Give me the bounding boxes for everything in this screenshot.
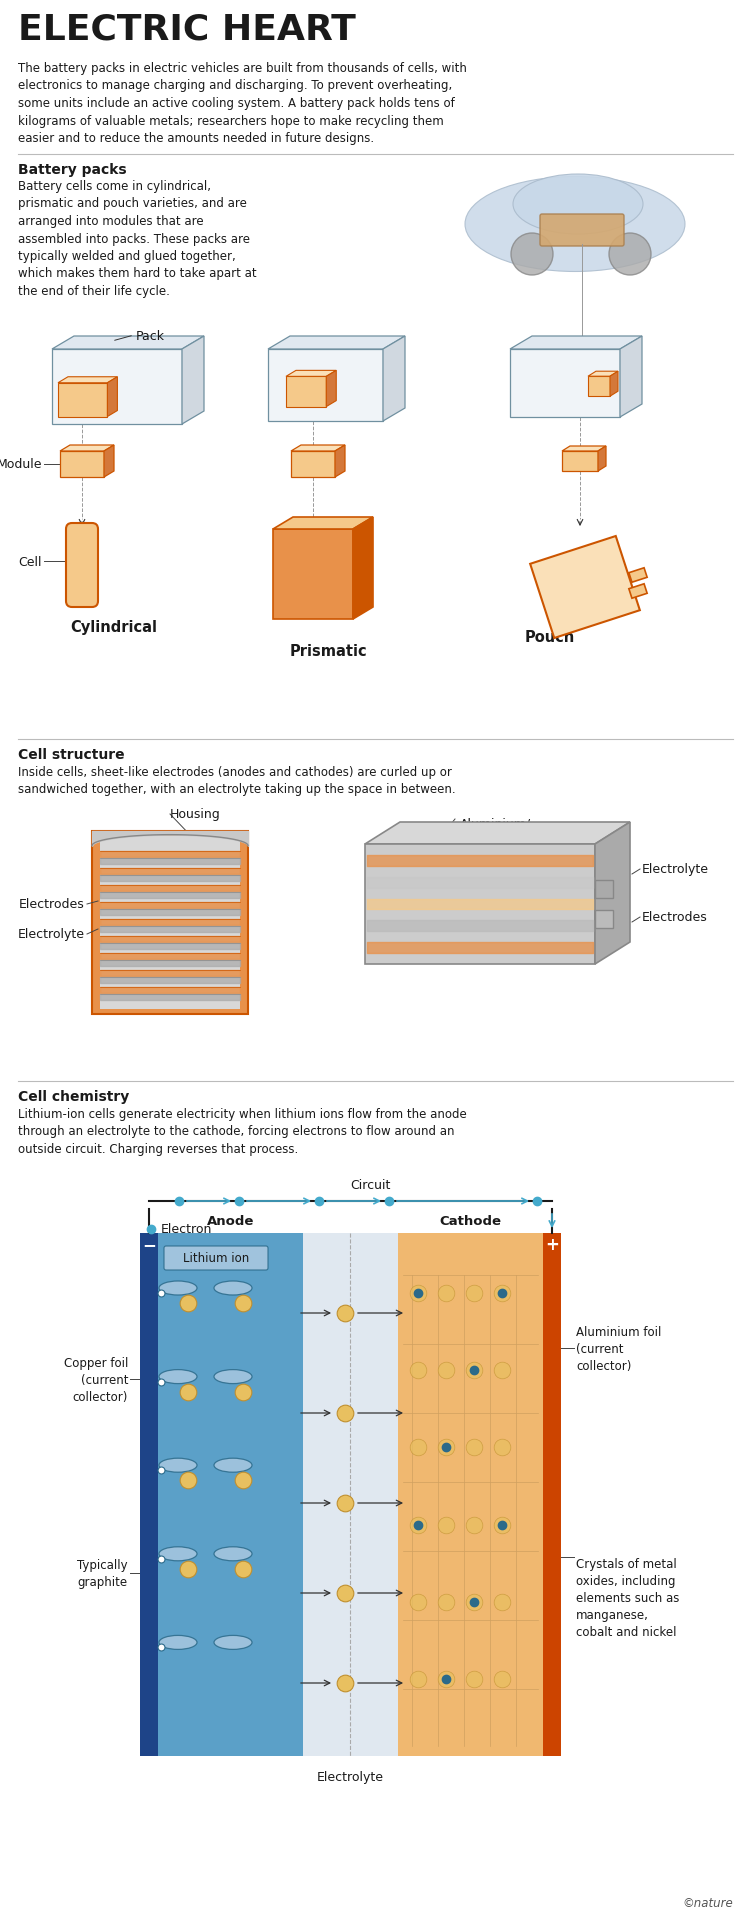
Polygon shape <box>365 844 595 965</box>
Text: Battery packs: Battery packs <box>18 163 127 177</box>
Ellipse shape <box>159 1636 197 1650</box>
Text: Electrodes: Electrodes <box>20 898 85 912</box>
Ellipse shape <box>159 1546 197 1561</box>
Text: Inside cells, sheet-like electrodes (anodes and cathodes) are curled up or
sandw: Inside cells, sheet-like electrodes (ano… <box>18 765 456 796</box>
Text: Pack: Pack <box>136 329 165 342</box>
Polygon shape <box>268 337 405 350</box>
Polygon shape <box>60 452 104 477</box>
Ellipse shape <box>214 1281 252 1296</box>
Polygon shape <box>510 350 620 417</box>
Polygon shape <box>620 337 642 417</box>
Text: +: + <box>545 1235 559 1254</box>
Polygon shape <box>107 377 117 417</box>
Polygon shape <box>595 881 613 898</box>
Ellipse shape <box>214 1636 252 1650</box>
Polygon shape <box>629 569 647 583</box>
Ellipse shape <box>159 1458 197 1473</box>
Polygon shape <box>595 910 613 929</box>
Text: Copper foil
(current
collector): Copper foil (current collector) <box>64 1356 128 1404</box>
Polygon shape <box>530 537 640 638</box>
Bar <box>543 1233 561 1756</box>
Ellipse shape <box>159 1369 197 1385</box>
Polygon shape <box>595 823 630 965</box>
Ellipse shape <box>513 175 643 235</box>
Bar <box>158 1233 303 1756</box>
Text: Battery cells come in cylindrical,
prismatic and pouch varieties, and are
arrang: Battery cells come in cylindrical, prism… <box>18 181 257 298</box>
Polygon shape <box>268 350 383 421</box>
Ellipse shape <box>465 177 685 273</box>
Bar <box>303 1233 398 1756</box>
Text: −: − <box>142 1235 156 1254</box>
Text: ELECTRIC HEART: ELECTRIC HEART <box>18 12 356 46</box>
Text: Electron: Electron <box>161 1223 213 1236</box>
Text: Cathode: Cathode <box>439 1213 502 1227</box>
Polygon shape <box>510 337 642 350</box>
Text: Lithium-ion cells generate electricity when lithium ions flow from the anode
thr: Lithium-ion cells generate electricity w… <box>18 1108 467 1156</box>
Ellipse shape <box>214 1369 252 1385</box>
Polygon shape <box>383 337 405 421</box>
Polygon shape <box>58 377 117 383</box>
Ellipse shape <box>214 1546 252 1561</box>
Text: Electrolyte: Electrolyte <box>18 929 85 940</box>
Polygon shape <box>629 585 647 598</box>
Text: Prismatic: Prismatic <box>290 644 368 660</box>
Text: Pouch: Pouch <box>525 629 575 644</box>
Text: Electrodes: Electrodes <box>642 912 707 925</box>
FancyBboxPatch shape <box>66 523 98 608</box>
Text: Lithium ion: Lithium ion <box>183 1252 249 1265</box>
Polygon shape <box>335 446 345 477</box>
Polygon shape <box>60 446 114 452</box>
Polygon shape <box>326 371 336 408</box>
Text: Crystals of metal
oxides, including
elements such as
manganese,
cobalt and nicke: Crystals of metal oxides, including elem… <box>576 1558 680 1638</box>
Bar <box>140 1233 158 1756</box>
Polygon shape <box>291 452 335 477</box>
Polygon shape <box>562 446 606 452</box>
Ellipse shape <box>159 1281 197 1296</box>
Text: Cell: Cell <box>19 556 42 569</box>
Text: Cell chemistry: Cell chemistry <box>18 1090 129 1104</box>
Ellipse shape <box>609 235 651 275</box>
Text: The battery packs in electric vehicles are built from thousands of cells, with
e: The battery packs in electric vehicles a… <box>18 62 467 144</box>
Polygon shape <box>286 377 326 408</box>
FancyBboxPatch shape <box>540 215 624 246</box>
FancyBboxPatch shape <box>100 837 240 1010</box>
Polygon shape <box>182 337 204 425</box>
Text: Aluminium foil
(current
collector): Aluminium foil (current collector) <box>576 1325 662 1371</box>
Text: Circuit: Circuit <box>350 1179 391 1192</box>
Text: Cylindrical: Cylindrical <box>70 619 157 635</box>
Text: Cell structure: Cell structure <box>18 748 125 762</box>
Polygon shape <box>588 371 618 377</box>
Polygon shape <box>273 529 353 619</box>
Bar <box>398 1233 543 1756</box>
Text: Electrolyte: Electrolyte <box>317 1769 384 1783</box>
Polygon shape <box>58 383 107 417</box>
Text: Anode: Anode <box>207 1213 254 1227</box>
Polygon shape <box>52 350 182 425</box>
Bar <box>543 1233 561 1256</box>
Polygon shape <box>52 337 204 350</box>
Polygon shape <box>104 446 114 477</box>
Text: Module: Module <box>0 458 42 471</box>
Polygon shape <box>598 446 606 471</box>
Text: Typically
graphite: Typically graphite <box>77 1558 128 1588</box>
Polygon shape <box>286 371 336 377</box>
FancyBboxPatch shape <box>92 831 248 1015</box>
Polygon shape <box>273 517 373 529</box>
Polygon shape <box>365 823 630 844</box>
Text: ©nature: ©nature <box>682 1896 733 1910</box>
Polygon shape <box>588 377 610 396</box>
Text: Aluminium/
polymer pouch: Aluminium/ polymer pouch <box>460 817 553 846</box>
Polygon shape <box>562 452 598 471</box>
Ellipse shape <box>214 1458 252 1473</box>
Polygon shape <box>353 517 373 619</box>
Polygon shape <box>610 371 618 396</box>
Ellipse shape <box>511 235 553 275</box>
Polygon shape <box>291 446 345 452</box>
FancyBboxPatch shape <box>164 1246 268 1271</box>
Text: Housing: Housing <box>170 808 220 821</box>
Text: Electrolyte: Electrolyte <box>642 863 709 877</box>
